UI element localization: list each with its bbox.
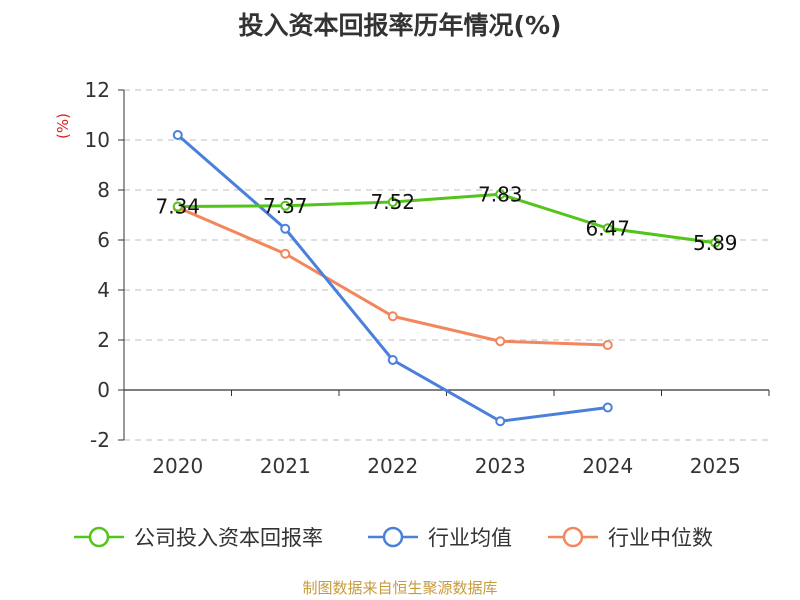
data-point [280,223,291,234]
y-tick-labels: -2 0 2 4 6 8 10 12 [85,78,110,452]
x-tick-label: 2021 [260,454,311,478]
series-line-1 [176,133,608,423]
y-tick-label: 4 [97,278,110,302]
data-label: 5.89 [693,231,738,255]
x-tick-label: 2020 [152,454,203,478]
chart-title: 投入资本回报率历年情况(%) [239,11,562,40]
y-tick-label: 2 [97,328,110,352]
legend[interactable]: 公司投入资本回报率 行业均值 行业中位数 [74,526,713,550]
data-labels: 7.34 7.37 7.52 7.83 6.47 5.89 [155,182,737,255]
data-label: 7.83 [478,182,523,206]
y-axis-label: (%) [54,113,72,139]
data-label: 6.47 [585,216,630,240]
gridlines [124,89,769,441]
data-point [710,237,721,248]
legend-marker [88,526,110,548]
data-point [280,248,291,259]
data-point [387,355,398,365]
y-tick-label: 0 [97,378,110,402]
data-point [280,200,291,211]
series-line-2 [177,206,608,347]
data-point [495,336,506,347]
y-tick-label: 10 [85,128,110,152]
data-point [387,197,398,207]
x-tick-label: 2023 [475,454,526,478]
legend-item[interactable]: 行业中位数 [548,526,713,550]
data-point [602,340,613,350]
legend-label: 行业均值 [428,526,512,550]
legend-marker [382,526,404,548]
x-tick-labels: 2020 2021 2022 2023 2024 2025 [152,454,740,478]
legend-label: 行业中位数 [608,526,713,550]
legend-label: 公司投入资本回报率 [134,526,323,550]
x-tick-label: 2022 [367,454,418,478]
data-point [172,201,183,212]
y-tick-label: 6 [97,228,110,252]
data-label: 7.52 [370,190,415,214]
y-tick-label: 12 [85,78,110,102]
data-point [495,189,506,200]
data-point [387,311,398,322]
legend-marker [562,526,584,548]
legend-item[interactable]: 公司投入资本回报率 [74,526,323,550]
y-tick-label: -2 [90,428,110,452]
series-line-0 [177,192,716,245]
data-label: 7.37 [263,194,308,218]
x-tick-label: 2025 [690,454,741,478]
series-lines [172,130,721,427]
data-label: 7.34 [155,195,200,219]
data-point [602,223,613,234]
data-point [172,130,183,140]
data-point [602,402,613,413]
legend-item[interactable]: 行业均值 [368,526,512,550]
y-tick-label: 8 [97,178,110,202]
data-point [495,416,506,427]
source-note: 制图数据来自恒生聚源数据库 [302,579,497,597]
x-tick-label: 2024 [582,454,633,478]
